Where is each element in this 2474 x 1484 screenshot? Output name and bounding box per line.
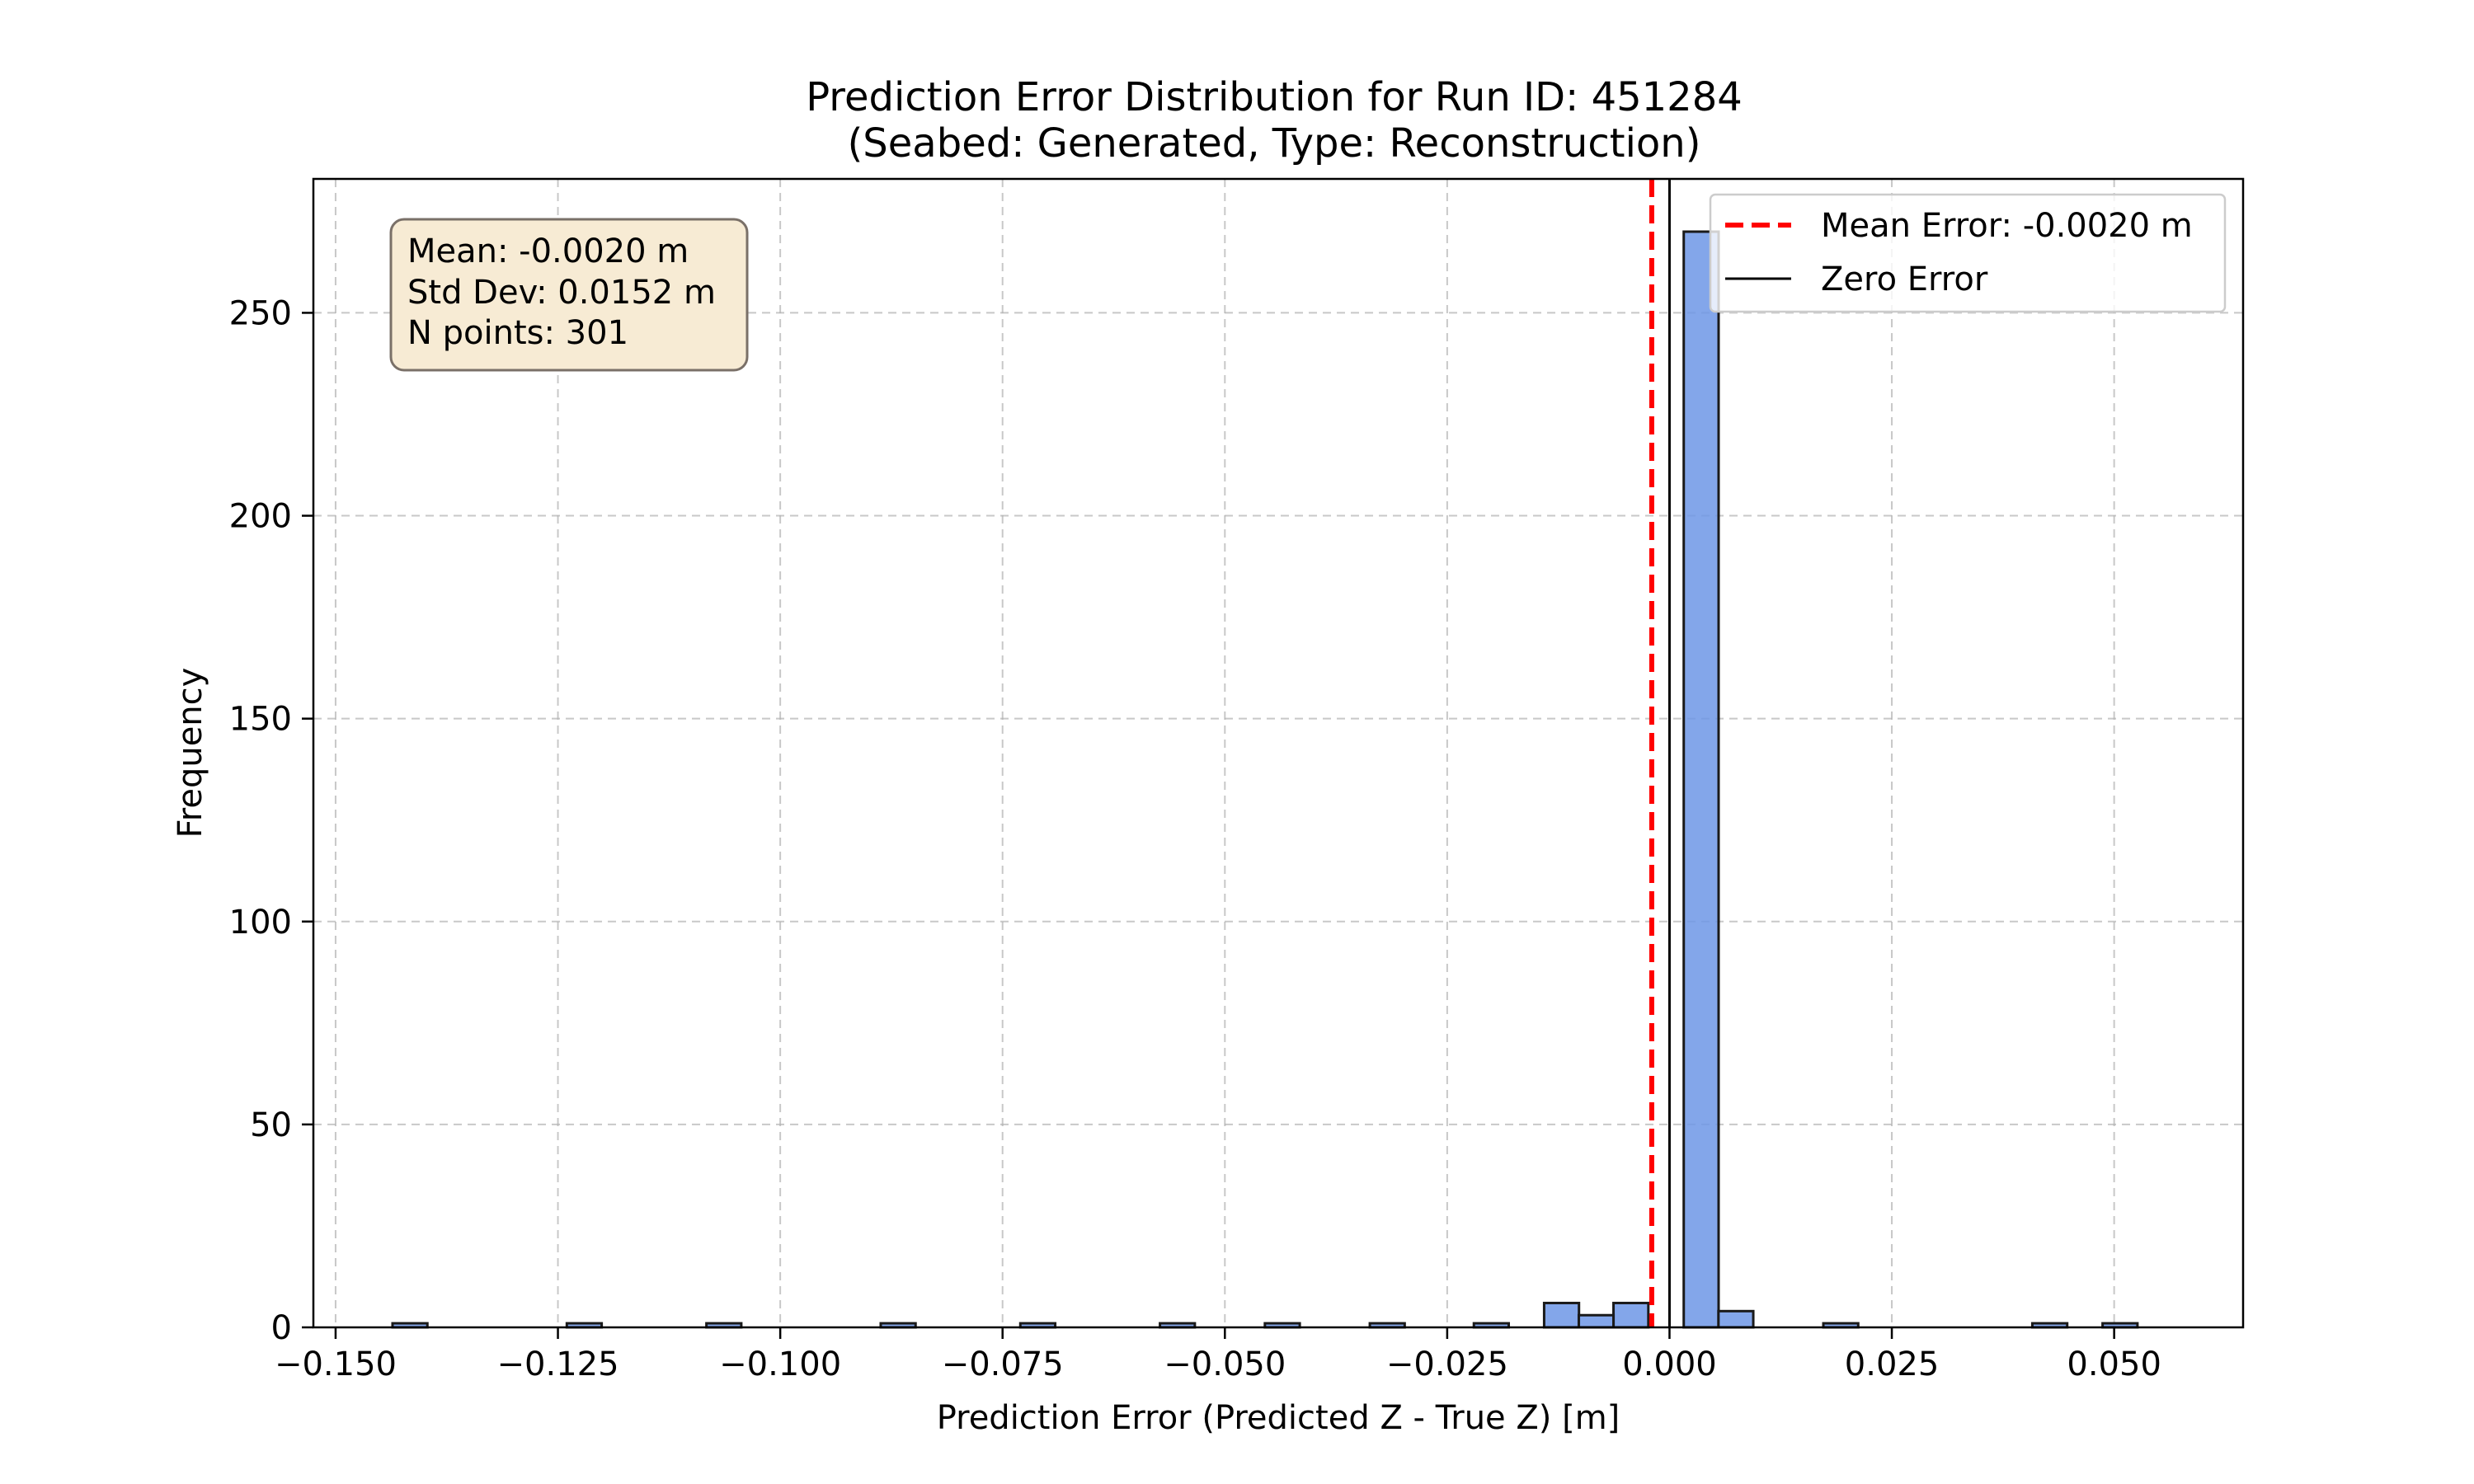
chart-subtitle: (Seabed: Generated, Type: Reconstruction… [848, 120, 1701, 167]
stats-std-dev: Std Dev: 0.0152 m [407, 274, 716, 312]
y-tick-label-3: 150 [229, 701, 292, 739]
x-tick-label-1: −0.125 [497, 1345, 619, 1383]
x-tick-label-8: 0.050 [2067, 1345, 2161, 1383]
axis-ticks: −0.150 −0.125 −0.100 −0.075 −0.050 −0.025 0.00… [229, 294, 2161, 1383]
stats-box: Mean: -0.0020 m Std Dev: 0.0152 m N poin… [389, 218, 749, 372]
x-tick-label-0: −0.150 [275, 1345, 397, 1383]
x-tick-label-5: −0.025 [1386, 1345, 1508, 1383]
x-tick-label-6: 0.000 [1622, 1345, 1717, 1383]
legend-mean-label: Mean Error: -0.0020 m [1821, 207, 2193, 245]
x-tick-label-4: −0.050 [1164, 1345, 1286, 1383]
histogram-bar-10 [1577, 1313, 1616, 1329]
x-axis-label: Prediction Error (Predicted Z - True Z) … [937, 1399, 1620, 1437]
plot-frame [312, 177, 2245, 1329]
x-tick-label-2: −0.100 [719, 1345, 841, 1383]
histogram-bar-11 [1612, 1301, 1650, 1329]
y-tick-label-0: 0 [271, 1309, 292, 1347]
histogram-bar-9 [1542, 1301, 1581, 1329]
legend-zero-label: Zero Error [1821, 261, 1988, 298]
x-tick-label-3: −0.075 [942, 1345, 1064, 1383]
legend-frame [1709, 193, 2227, 313]
reference-lines [1649, 179, 1671, 1327]
y-axis-label: Frequency [172, 668, 209, 838]
histogram-bar-14 [1717, 1309, 1755, 1329]
y-tick-label-2: 100 [229, 904, 292, 942]
stats-n-points: N points: 301 [407, 314, 628, 352]
histogram-bar-13 [1682, 230, 1720, 1329]
chart-title: Prediction Error Distribution for Run ID… [806, 74, 1743, 120]
y-tick-label-4: 200 [229, 498, 292, 536]
stats-mean: Mean: -0.0020 m [407, 232, 689, 270]
stats-box-background [389, 218, 749, 372]
x-tick-label-7: 0.025 [1845, 1345, 1940, 1383]
y-tick-label-1: 50 [250, 1106, 292, 1144]
y-tick-label-5: 250 [229, 294, 292, 332]
legend: Mean Error: -0.0020 m Zero Error [1709, 193, 2227, 313]
